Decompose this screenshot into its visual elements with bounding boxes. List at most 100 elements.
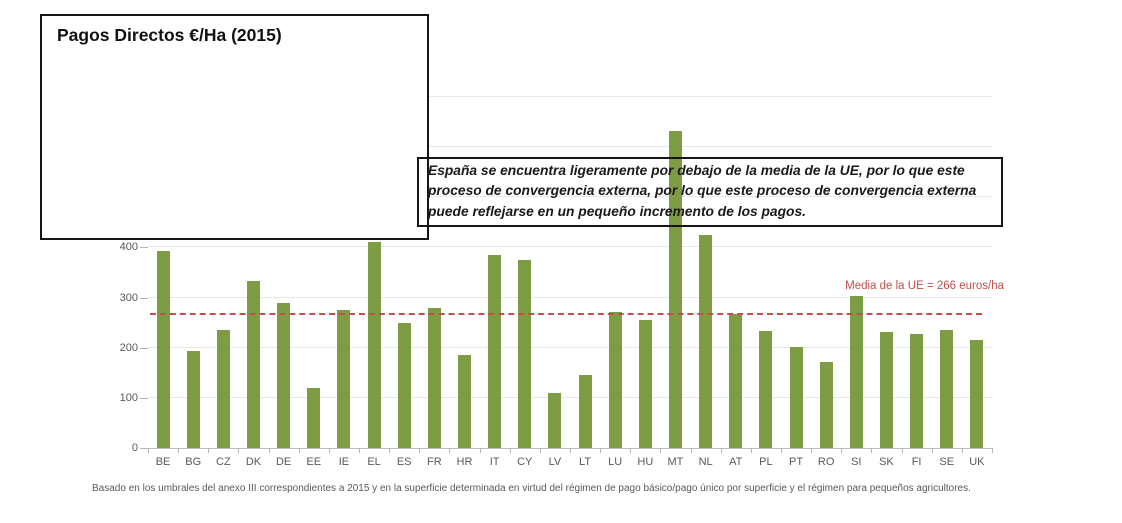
annotation-text: España se encuentra ligeramente por deba…: [428, 163, 977, 219]
bar-slot-mt: [660, 97, 690, 448]
bar-slot-pl: [751, 97, 781, 448]
x-axis-tick: [389, 448, 391, 453]
x-axis-tick: [871, 448, 873, 453]
title-box: Pagos Directos €/Ha (2015): [40, 14, 429, 240]
x-axis-label-hu: HU: [637, 456, 654, 468]
gridline: [148, 346, 992, 348]
x-axis-label-bg: BG: [185, 456, 202, 468]
x-axis-tick: [509, 448, 511, 453]
x-axis-tick: [690, 448, 692, 453]
x-axis-tick: [268, 448, 270, 453]
bar-si: [849, 296, 863, 448]
gridline: [148, 246, 992, 248]
x-axis-tick: [660, 448, 662, 453]
x-axis-tick: [419, 448, 421, 453]
y-axis-tick: [140, 397, 148, 399]
x-axis-tick: [178, 448, 180, 453]
x-axis-tick: [600, 448, 602, 453]
bar-pl: [759, 331, 773, 448]
y-axis-tick: [140, 448, 148, 449]
x-axis-label-it: IT: [489, 456, 500, 468]
bar-sk: [879, 332, 893, 448]
bar-slot-ee: [299, 97, 329, 448]
bar-slot-hr: [449, 97, 479, 448]
bar-slot-bg: [178, 97, 208, 448]
x-axis-label-se: SE: [939, 456, 955, 468]
gridline: [148, 296, 992, 298]
bar-slot-ro: [811, 97, 841, 448]
x-axis-tick: [479, 448, 481, 453]
x-axis-label-fi: FI: [911, 456, 922, 468]
eu-average-label: Media de la UE = 266 euros/ha: [845, 280, 1004, 292]
x-axis-label-at: AT: [729, 456, 743, 468]
footnote-text: Basado en los umbrales del anexo III cor…: [92, 483, 971, 494]
bar-slot-se: [932, 97, 962, 448]
bar-es: [397, 323, 411, 448]
x-axis-tick: [328, 448, 330, 453]
bar-de: [277, 302, 291, 448]
x-axis-label-lu: LU: [608, 456, 623, 468]
bar-slot-fi: [902, 97, 932, 448]
x-axis-tick: [841, 448, 843, 453]
x-axis-tick: [901, 448, 903, 453]
bar-at: [729, 313, 743, 448]
bar-slot-es: [389, 97, 419, 448]
x-axis-tick: [359, 448, 360, 453]
y-axis-label-300: 300: [119, 291, 138, 304]
bar-lv: [548, 393, 562, 448]
bar-slot-cy: [510, 97, 540, 448]
y-axis-tick: [140, 347, 148, 349]
bar-be: [156, 251, 170, 448]
x-axis-label-sk: SK: [879, 456, 894, 468]
eu-average-reference-line: [150, 312, 982, 315]
x-axis-label-el: EL: [367, 456, 381, 468]
x-axis-label-cy: CY: [517, 456, 533, 468]
x-axis-label-hr: HR: [456, 456, 473, 468]
x-axis-label-mt: MT: [667, 456, 684, 468]
x-axis-label-uk: UK: [969, 456, 985, 468]
x-axis-tick: [781, 448, 782, 453]
x-axis-tick: [238, 448, 240, 453]
gridline: [148, 96, 992, 97]
x-axis-tick: [208, 448, 210, 453]
bar-fi: [910, 334, 924, 448]
bar-slot-be: [148, 97, 178, 448]
bar-slot-pt: [781, 97, 811, 448]
x-axis-label-es: ES: [396, 456, 412, 468]
x-axis-tick: [992, 448, 993, 453]
y-axis-tick: [140, 297, 148, 299]
gridline: [148, 146, 992, 148]
gridline: [148, 396, 992, 398]
bar-it: [488, 255, 502, 448]
x-axis-tick: [148, 448, 149, 453]
bar-series: [148, 97, 992, 448]
bar-cy: [518, 260, 532, 448]
bar-slot-nl: [691, 97, 721, 448]
x-axis-label-ie: IE: [338, 456, 350, 468]
bar-ie: [337, 310, 351, 448]
x-axis-label-si: SI: [851, 456, 862, 468]
y-axis-label-200: 200: [119, 341, 138, 354]
bar-ro: [819, 362, 833, 448]
x-axis-label-ro: RO: [817, 456, 835, 468]
y-axis-label-0: 0: [131, 442, 138, 454]
y-axis-label-400: 400: [119, 241, 138, 254]
x-axis-tick: [539, 448, 541, 453]
x-axis-tick: [811, 448, 813, 453]
bar-slot-lu: [600, 97, 630, 448]
x-axis-label-lv: LV: [548, 456, 562, 468]
bar-hu: [638, 320, 652, 448]
bar-dk: [246, 280, 260, 448]
x-axis-label-fr: FR: [427, 456, 442, 468]
y-axis-tick: [140, 247, 148, 249]
gridline: [148, 196, 992, 198]
x-axis-label-nl: NL: [698, 456, 713, 468]
bar-slot-lv: [540, 97, 570, 448]
y-axis-label-100: 100: [119, 391, 138, 404]
x-axis-tick: [449, 448, 451, 453]
bar-lt: [578, 374, 592, 448]
x-axis-label-ee: EE: [306, 456, 322, 468]
page-title: Pagos Directos €/Ha (2015): [57, 25, 282, 45]
x-axis-label-pl: PL: [759, 456, 773, 468]
